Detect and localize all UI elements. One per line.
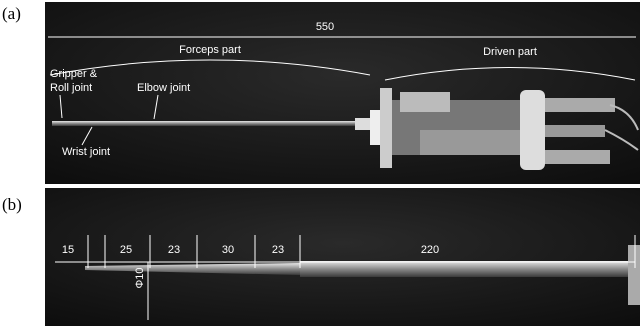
bracket [49, 59, 371, 76]
dimension-label: 23 [272, 244, 284, 256]
dimension-label: 25 [120, 244, 132, 256]
device [52, 88, 639, 170]
dimension-label: 550 [316, 21, 334, 33]
photo-b [45, 188, 640, 326]
joint-label: Gripper & [50, 68, 98, 80]
pointer [81, 126, 93, 146]
dimension-label: 23 [168, 244, 180, 256]
dimension-label: 30 [222, 244, 234, 256]
panel-label: (a) [2, 4, 21, 23]
dimension-label: 15 [62, 244, 74, 256]
diameter-label: Φ10 [134, 267, 146, 288]
part-label: Forceps part [179, 44, 241, 56]
joint-label: Roll joint [50, 82, 92, 94]
part-label: Driven part [483, 46, 537, 58]
joint-label: Wrist joint [62, 146, 110, 158]
dimension-label: 220 [421, 244, 439, 256]
pointer [153, 94, 159, 120]
joint-label: Elbow joint [137, 82, 190, 94]
pointer [59, 94, 63, 119]
panel-label: (b) [2, 195, 22, 214]
bracket [384, 67, 636, 81]
shaft-closeup [85, 245, 640, 305]
